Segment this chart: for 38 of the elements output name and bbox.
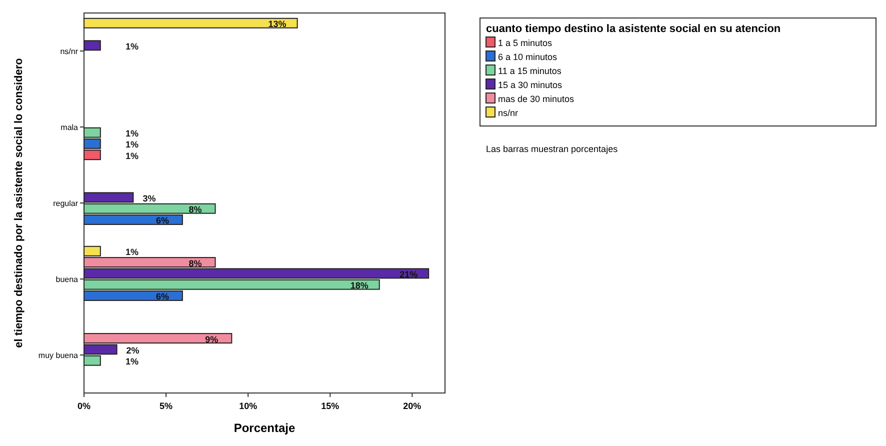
y-tick-label: muy buena [38, 351, 79, 360]
text: Las barras muestran porcentajes [486, 144, 618, 154]
data-label: 21% [400, 269, 418, 280]
x-tick-label: 20% [403, 401, 422, 411]
x-tick-label: 5% [160, 401, 173, 411]
y-tick-label: buena [56, 275, 79, 284]
x-tick-label: 0% [77, 401, 91, 411]
x-tick-label: 15% [321, 401, 340, 411]
legend-label: 1 a 5 minutos [498, 38, 553, 48]
legend-label: 6 a 10 minutos [498, 52, 558, 62]
data-label: 1% [125, 140, 139, 150]
data-label: 6% [156, 292, 169, 302]
y-tick-label: regular [53, 199, 78, 208]
legend-title: cuanto tiempo destino la asistente social en su atencion [486, 23, 781, 35]
x-tick-label: 10% [239, 401, 258, 411]
legend-label: ns/nr [498, 108, 518, 118]
legend-label: 15 a 30 minutos [498, 80, 563, 90]
data-label: 3% [142, 193, 156, 204]
data-label: 1% [125, 128, 139, 139]
data-label: 6% [156, 216, 169, 226]
data-label: 1% [125, 150, 139, 161]
data-label: 1% [125, 247, 139, 258]
legend-label: mas de 30 minutos [498, 94, 575, 104]
y-tick-label: ns/nr [60, 47, 78, 56]
data-label: 8% [188, 258, 202, 268]
data-label: 9% [205, 334, 218, 344]
data-label: 13% [268, 19, 286, 30]
bar [84, 40, 101, 51]
legend-label: 11 a 15 minutos [498, 66, 562, 76]
bar [84, 18, 298, 28]
y-tick-label: mala [60, 123, 79, 132]
data-label: 2% [126, 345, 140, 356]
y-axis-title: el tiempo destinado por la asistente social lo considero [13, 58, 25, 348]
data-label: 8% [188, 204, 202, 215]
data-label: 18% [350, 280, 368, 291]
x-axis-title: Porcentaje [234, 421, 296, 435]
data-label: 1% [125, 41, 139, 52]
data-label: 1% [125, 356, 139, 367]
